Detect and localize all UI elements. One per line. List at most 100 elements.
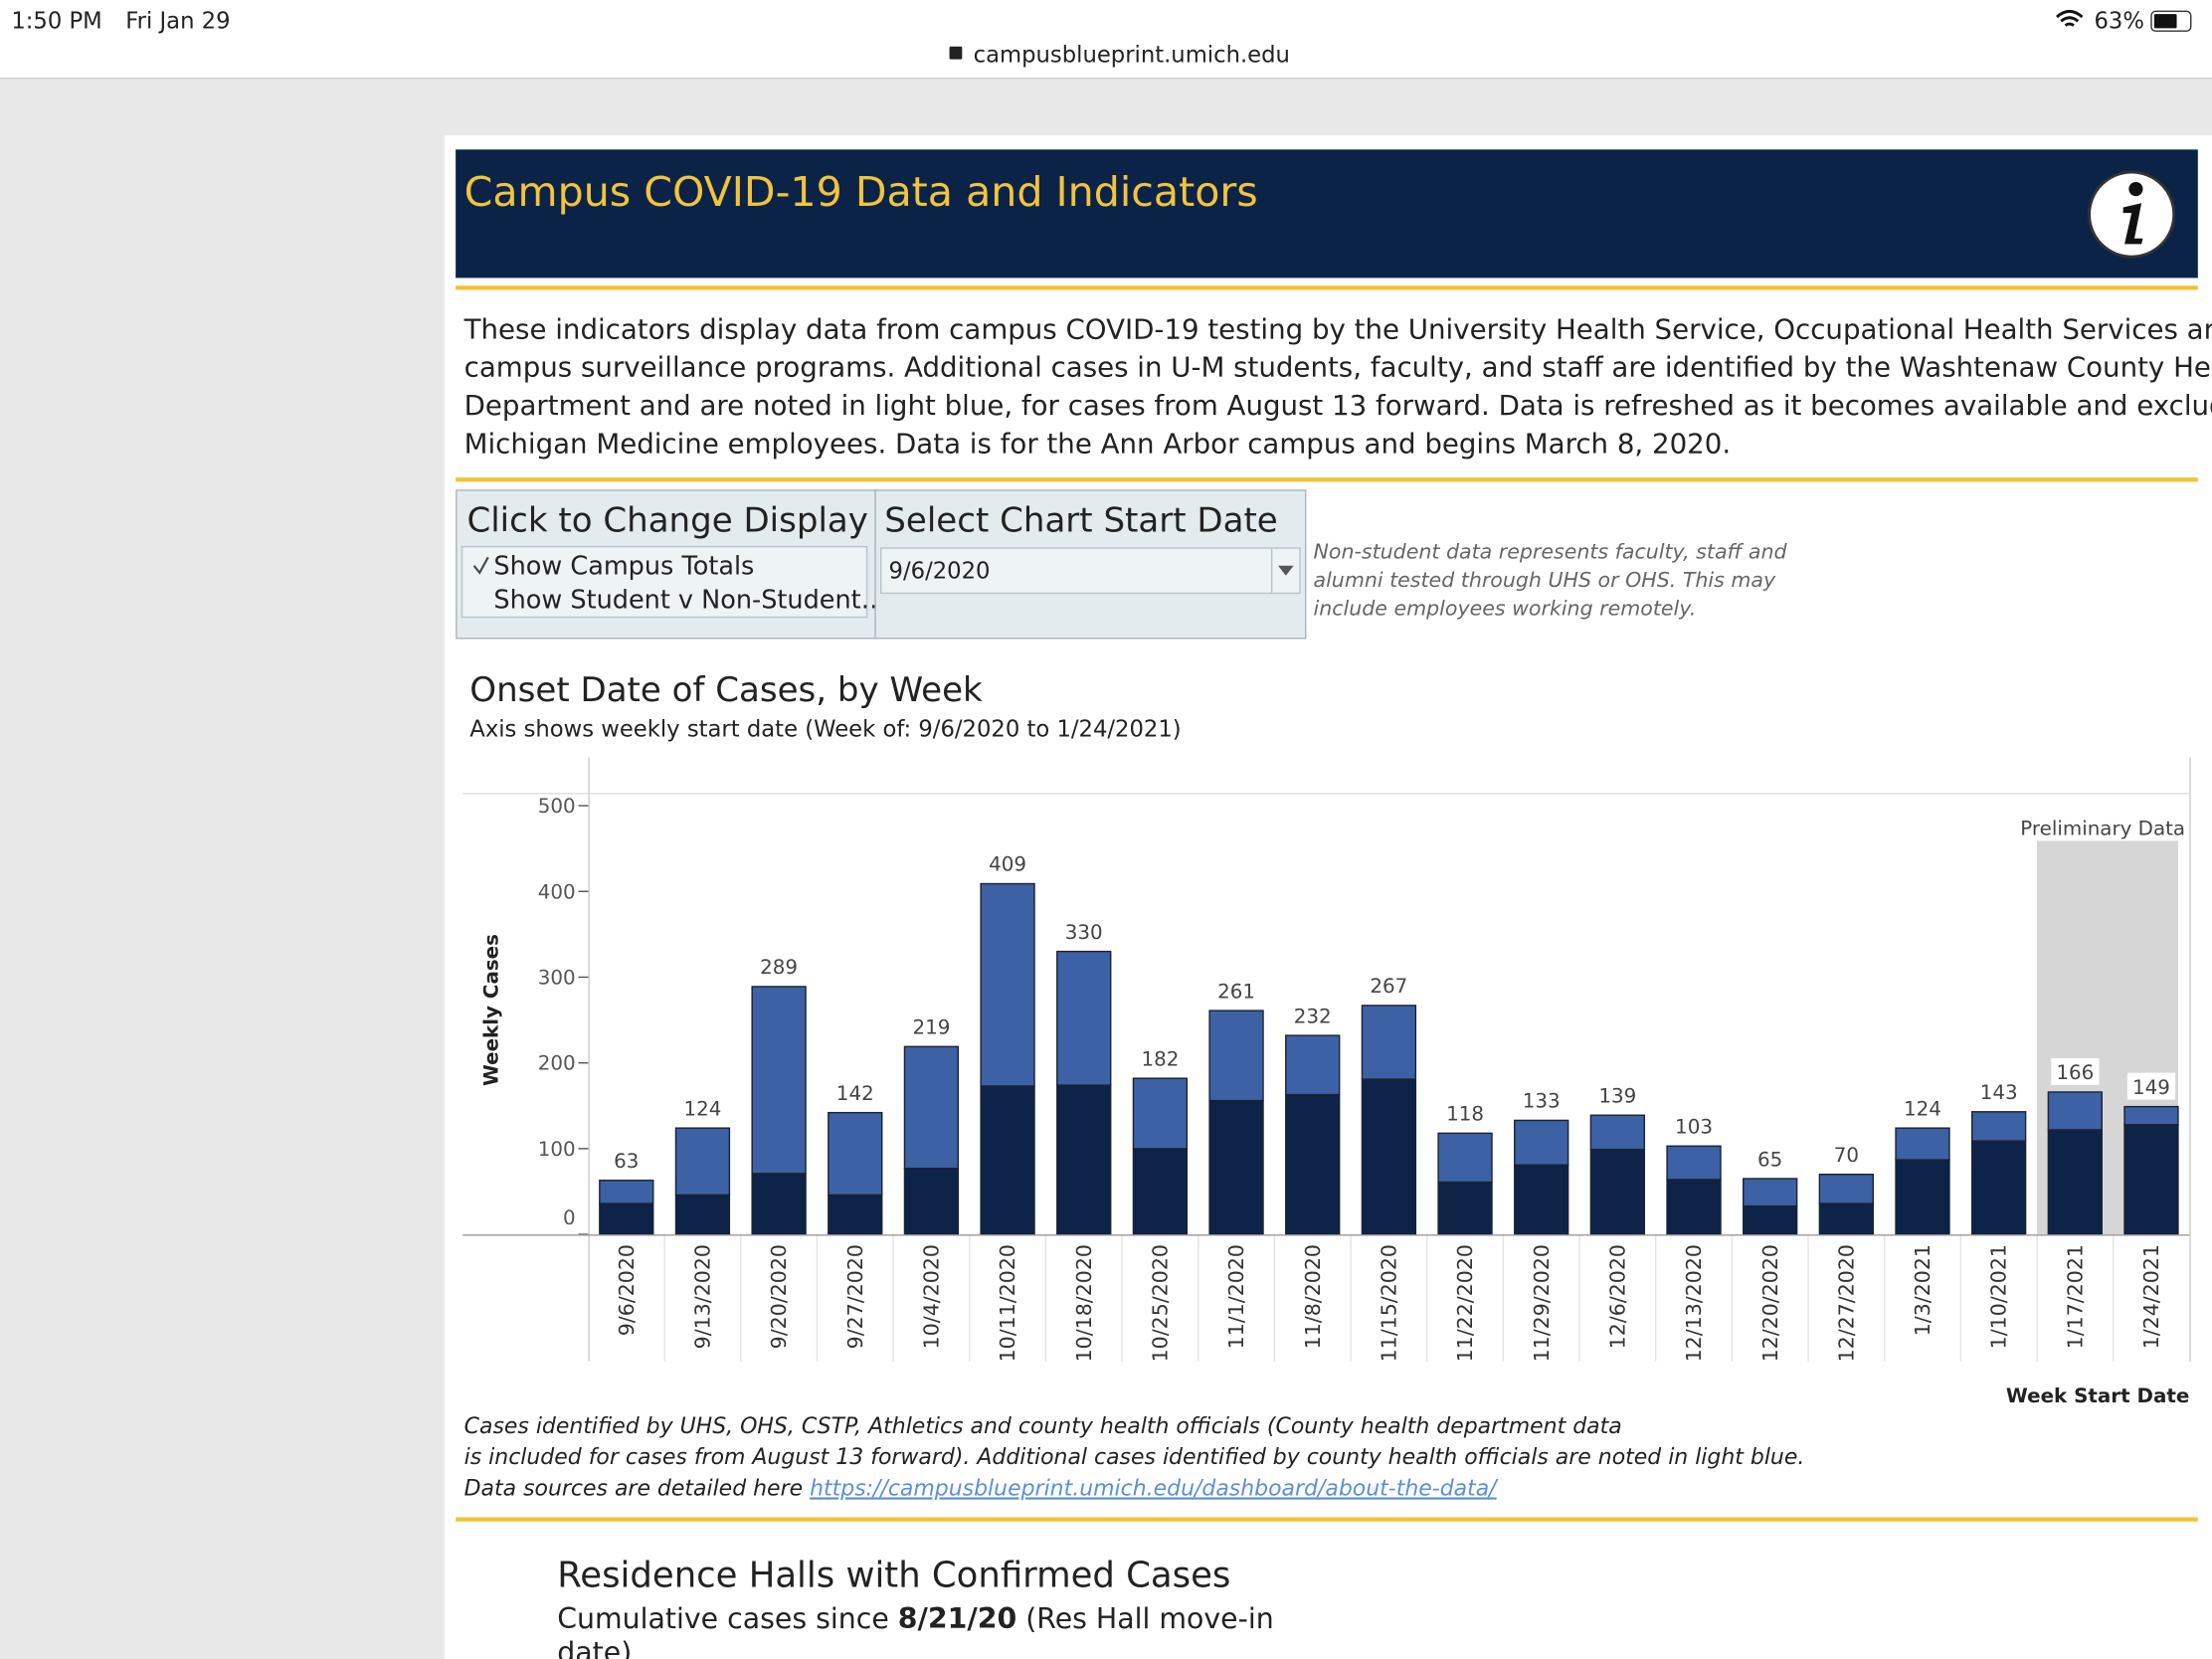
y-axis-label: Weekly Cases: [480, 934, 503, 1086]
status-bar: [0, 0, 2212, 80]
bar-segment: [1514, 1119, 1569, 1166]
bar-segment: [2123, 1124, 2179, 1235]
x-axis-label: Week Start Date: [2006, 1384, 2189, 1407]
bar-segment: [1208, 1010, 1264, 1102]
footer-link[interactable]: https://campusblueprint.umich.edu/dashbo…: [810, 1476, 1499, 1501]
data-label: 142: [836, 1082, 874, 1105]
y-tick-label: 200: [538, 1052, 576, 1075]
data-label: 143: [1980, 1081, 2018, 1104]
x-tick-label: 10/18/2020: [1072, 1244, 1096, 1362]
info-stem: [2122, 203, 2143, 245]
x-tick-label: 10/4/2020: [920, 1244, 944, 1349]
option[interactable]: Show Student v Non-Student…: [493, 585, 886, 615]
chart: Preliminary Data Weekly Cases Week Start D…: [462, 757, 2191, 1407]
info-dot: [2128, 181, 2143, 197]
label-bg: [2051, 1057, 2100, 1085]
subtitle-text: Cumulative cases since: [557, 1602, 889, 1635]
x-tick-label: 11/29/2020: [1530, 1244, 1554, 1362]
label-bg: [2126, 1072, 2176, 1100]
bar-segment: [1895, 1159, 1950, 1235]
data-label: 219: [912, 1016, 950, 1039]
bar-segment: [1589, 1114, 1646, 1151]
x-tick-label: 10/25/2020: [1148, 1244, 1172, 1362]
bar-segment: [1818, 1174, 1874, 1204]
footer-line: Cases identified by UHS, OHS, CSTP, Athl…: [464, 1414, 1622, 1439]
subtitle-text: (Res Hall move-in: [1025, 1602, 1274, 1635]
data-label: 139: [1598, 1084, 1636, 1107]
bar-segment: [751, 986, 807, 1175]
control-title: Select Chart Start Date: [884, 501, 1277, 541]
data-label: 182: [1141, 1047, 1179, 1070]
subtitle-date: 8/21/20: [898, 1602, 1016, 1635]
bar-segment: [1056, 950, 1112, 1086]
y-tick-label: 100: [538, 1138, 576, 1161]
x-tick-label: 11/8/2020: [1301, 1244, 1325, 1349]
y-tick-label: 300: [538, 967, 576, 990]
date-dropdown[interactable]: [880, 547, 1301, 595]
note: Non-student data represents faculty, sta…: [1313, 540, 1787, 621]
url[interactable]: campusblueprint.umich.edu: [974, 42, 1290, 68]
bar-segment: [1437, 1181, 1493, 1235]
y-tick-label: 500: [538, 795, 576, 818]
x-tick-label: 11/15/2020: [1377, 1244, 1400, 1362]
x-tick-label: 12/13/2020: [1682, 1244, 1706, 1362]
bar-segment: [1970, 1111, 2027, 1142]
bar-segment: [674, 1127, 731, 1197]
bar-segment: [1285, 1093, 1341, 1235]
bar-segment: [1437, 1132, 1493, 1184]
bar-segment: [1743, 1178, 1798, 1207]
date: Fri Jan 29: [125, 8, 230, 34]
bar-segment: [2123, 1105, 2179, 1126]
bar-segment: [1361, 1078, 1417, 1235]
bar-segment: [1666, 1179, 1722, 1235]
bar-segment: [2047, 1129, 2103, 1235]
dropdown-arrow: [1278, 565, 1294, 576]
data-label: 289: [760, 956, 798, 979]
chart-subtitle: Axis shows weekly start date (Week of: 9…: [469, 716, 1181, 742]
x-tick-label: 1/10/2021: [1987, 1244, 2011, 1349]
data-label: 409: [989, 853, 1026, 876]
y-tick-label: 0: [563, 1206, 576, 1229]
x-tick-label: 11/1/2020: [1224, 1244, 1248, 1349]
data-label: 133: [1523, 1090, 1561, 1113]
bar-segment: [1361, 1005, 1417, 1080]
data-label: 149: [2132, 1076, 2170, 1099]
bar-segment: [599, 1180, 654, 1204]
options-box: [461, 545, 868, 619]
bar-segment: [1818, 1202, 1874, 1235]
battery-level: 63%: [2094, 8, 2143, 34]
x-tick-label: 1/3/2021: [1911, 1244, 1935, 1336]
description: These indicators display data from campu…: [463, 312, 2212, 460]
option[interactable]: Show Campus Totals: [493, 551, 754, 581]
battery-icon: [2150, 10, 2192, 32]
battery-fill: [2153, 14, 2177, 29]
description-line: campus surveillance programs. Additional…: [464, 351, 2212, 384]
footer: Cases identified by UHS, OHS, CSTP, Athl…: [464, 1414, 1805, 1501]
bar-segment: [1056, 1084, 1112, 1235]
x-tick-label: 12/27/2020: [1834, 1244, 1858, 1362]
bar-segment: [674, 1194, 731, 1235]
note-line: include employees working remotely.: [1313, 596, 1696, 620]
content-panel: [444, 135, 2212, 1659]
data-label: 118: [1446, 1103, 1484, 1126]
data-label: 63: [614, 1150, 639, 1173]
bar-segment: [980, 1085, 1035, 1235]
bar-segment: [1208, 1099, 1264, 1235]
x-tick-label: 9/20/2020: [767, 1244, 791, 1349]
section-subtitle: date): [557, 1636, 632, 1659]
description-line: These indicators display data from campu…: [463, 312, 2212, 345]
bar-segment: [1666, 1145, 1722, 1181]
description-line: Michigan Medicine employees. Data is for…: [464, 427, 1732, 460]
x-tick-label: 10/11/2020: [996, 1244, 1019, 1362]
x-tick-label: 12/20/2020: [1758, 1244, 1782, 1362]
x-tick-label: 9/13/2020: [691, 1244, 715, 1349]
y-tick-label: 400: [538, 880, 576, 903]
data-label: 124: [1904, 1097, 1941, 1120]
data-label: 232: [1294, 1005, 1332, 1027]
bar-segment: [903, 1045, 960, 1170]
header-title: Campus COVID-19 Data and Indicators: [464, 168, 1258, 216]
bar-segment: [1589, 1149, 1646, 1235]
bar-segment: [1970, 1140, 2027, 1235]
bar-segment: [1132, 1077, 1189, 1150]
bar-segment: [1743, 1204, 1798, 1235]
